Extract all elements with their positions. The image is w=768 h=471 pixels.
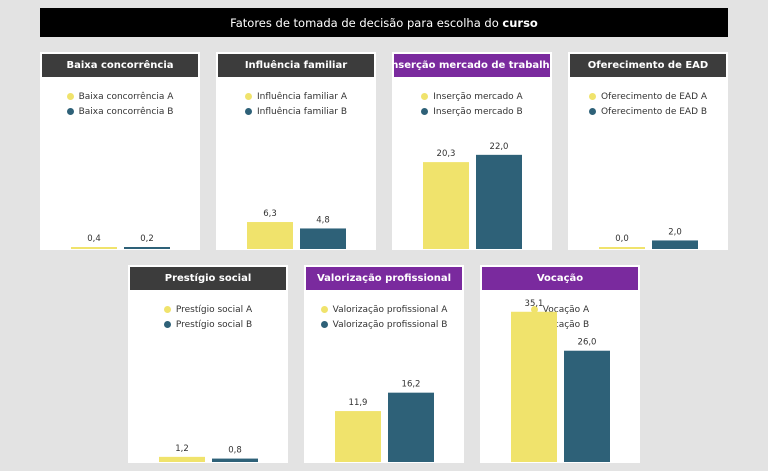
page-title-text: Fatores de tomada de decisão para escolh… xyxy=(230,15,503,30)
chart-card: Valorização profissional Valorização prof… xyxy=(304,265,464,463)
chart-title: Baixa concorrência xyxy=(42,54,198,77)
chart-title: Valorização profissional xyxy=(306,267,462,290)
chart-legend: Inserção mercado A Inserção mercado B xyxy=(392,89,552,119)
data-label: 35,1 xyxy=(525,299,544,309)
chart-card: Oferecimento de EAD Oferecimento de EAD A… xyxy=(568,52,728,250)
legend-item: Prestígio social B xyxy=(128,317,288,332)
legend-item: Baixa concorrência A xyxy=(40,89,200,104)
data-label: 4,8 xyxy=(316,215,330,225)
data-label: 22,0 xyxy=(490,142,509,152)
legend-label: Valorização profissional B xyxy=(332,319,448,330)
bar xyxy=(388,392,434,462)
legend-item: Influência familiar B xyxy=(216,104,376,119)
legend-swatch xyxy=(245,108,252,115)
data-label: 0,0 xyxy=(615,234,629,244)
bar-plot: 11,9 16,2 xyxy=(335,380,434,462)
page-title-bold: curso xyxy=(502,15,538,30)
bar-plot: 1,2 0,8 xyxy=(159,444,258,462)
legend-label: Inserção mercado A xyxy=(433,91,523,102)
bar-plot: 0,4 0,2 xyxy=(71,234,170,249)
legend-label: Vocação A xyxy=(542,304,590,315)
data-label: 6,3 xyxy=(263,209,277,219)
legend-label: Vocação B xyxy=(542,319,590,330)
legend-swatch xyxy=(163,321,171,328)
legend-item: Inserção mercado B xyxy=(392,104,552,119)
bar xyxy=(423,162,469,249)
legend-label: Valorização profissional A xyxy=(332,304,448,315)
data-label: 2,0 xyxy=(668,227,682,237)
data-label: 11,9 xyxy=(349,398,368,408)
legend-swatch xyxy=(588,93,596,100)
bar-plot: 35,1 26,0 xyxy=(511,299,610,462)
legend-swatch xyxy=(66,93,74,100)
bar xyxy=(247,222,293,249)
chart-legend: Baixa concorrência A Baixa concorrência B xyxy=(40,89,200,119)
bar-plot: 20,3 22,0 xyxy=(423,142,522,249)
chart-title: Vocação xyxy=(482,267,638,290)
data-label: 16,2 xyxy=(402,380,421,390)
legend-swatch xyxy=(530,306,538,313)
bar xyxy=(159,456,205,462)
legend-swatch xyxy=(421,108,429,115)
chart-legend: Influência familiar A Influência familiar… xyxy=(216,89,376,119)
data-label: 0,4 xyxy=(87,234,101,244)
bar xyxy=(212,458,258,462)
bar-plot: 6,3 4,8 xyxy=(247,209,346,249)
bar xyxy=(564,350,610,462)
legend-label: Inserção mercado B xyxy=(433,106,523,117)
legend-label: Oferecimento de EAD A xyxy=(600,91,708,102)
chart-card: Prestígio social Prestígio social A Prestí… xyxy=(128,265,288,463)
legend-label: Prestígio social B xyxy=(175,319,253,330)
legend-item: Baixa concorrência B xyxy=(40,104,200,119)
chart-legend: Prestígio social A Prestígio social B xyxy=(128,302,288,332)
chart-legend: Valorização profissional A Valorização pr… xyxy=(304,302,464,332)
bar xyxy=(124,247,170,249)
bar xyxy=(335,411,381,462)
data-label: 26,0 xyxy=(578,338,597,348)
chart-card: Influência familiar Influência familiar A… xyxy=(216,52,376,250)
legend-item: Inserção mercado A xyxy=(392,89,552,104)
chart-title: Prestígio social xyxy=(130,267,286,290)
legend-swatch xyxy=(245,93,252,100)
bar xyxy=(599,247,645,249)
legend-label: Baixa concorrência B xyxy=(78,106,174,117)
legend-swatch xyxy=(588,108,596,115)
legend-item: Vocação A xyxy=(480,302,640,317)
bar xyxy=(511,311,557,462)
legend-item: Oferecimento de EAD A xyxy=(568,89,728,104)
page-title: Fatores de tomada de decisão para escolh… xyxy=(40,8,728,37)
legend-item: Influência familiar A xyxy=(216,89,376,104)
bar xyxy=(476,154,522,249)
bar-plot: 0,0 2,0 xyxy=(599,227,698,249)
legend-item: Valorização profissional B xyxy=(304,317,464,332)
chart-title: Influência familiar xyxy=(218,54,374,77)
chart-card: Baixa concorrência Baixa concorrência A Ba… xyxy=(40,52,200,250)
chart-title: Inserção mercado de trabalho xyxy=(392,54,552,77)
legend-label: Baixa concorrência A xyxy=(78,91,174,102)
chart-card: Inserção mercado de trabalho Inserção mer… xyxy=(392,52,552,250)
data-label: 20,3 xyxy=(437,149,456,159)
legend-label: Influência familiar B xyxy=(257,106,347,117)
legend-label: Oferecimento de EAD B xyxy=(600,106,708,117)
legend-label: Prestígio social A xyxy=(175,304,253,315)
legend-swatch xyxy=(320,321,328,328)
legend-item: Prestígio social A xyxy=(128,302,288,317)
legend-label: Influência familiar A xyxy=(257,91,347,102)
chart-title: Oferecimento de EAD xyxy=(570,54,726,77)
legend-swatch xyxy=(421,93,429,100)
chart-card: Vocação Vocação A Vocação B 35,1 26,0 xyxy=(480,265,640,463)
bar xyxy=(652,240,698,249)
bar xyxy=(71,247,117,249)
data-label: 0,2 xyxy=(140,234,154,244)
data-label: 1,2 xyxy=(175,444,189,454)
bar xyxy=(300,228,346,249)
legend-swatch xyxy=(320,306,328,313)
data-label: 0,8 xyxy=(228,446,242,456)
legend-item: Valorização profissional A xyxy=(304,302,464,317)
legend-item: Oferecimento de EAD B xyxy=(568,104,728,119)
legend-swatch xyxy=(66,108,74,115)
chart-legend: Oferecimento de EAD A Oferecimento de EAD… xyxy=(568,89,728,119)
legend-swatch xyxy=(163,306,171,313)
